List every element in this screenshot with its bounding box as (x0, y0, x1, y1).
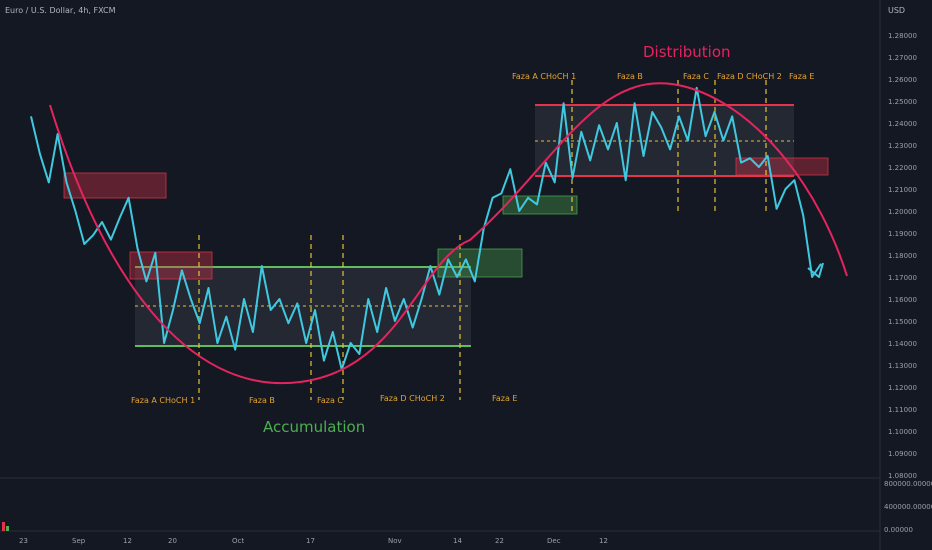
volume-tick-label: 0.00000 (884, 526, 913, 534)
price-tick-label: 1.18000 (888, 252, 917, 260)
price-tick-label: 1.24000 (888, 120, 917, 128)
phase-label: Faza A CHoCH 1 (512, 72, 576, 81)
time-tick-label: 22 (495, 537, 504, 545)
volume-bars (2, 522, 9, 531)
price-arrow-head (807, 262, 824, 278)
price-tick-label: 1.11000 (888, 406, 917, 414)
phase-label: Faza D CHoCH 2 (717, 72, 782, 81)
price-tick-label: 1.28000 (888, 32, 917, 40)
phase-label: Faza A CHoCH 1 (131, 396, 195, 405)
time-tick-label: 12 (599, 537, 608, 545)
price-tick-label: 1.15000 (888, 318, 917, 326)
phase-label: Faza D CHoCH 2 (380, 394, 445, 403)
currency-label: USD (888, 6, 905, 15)
volume-tick-label: 400000.00000 (884, 503, 932, 511)
time-axis[interactable]: 23 Sep 12 20 Oct 17 Nov 14 22 Dec 12 (19, 537, 608, 545)
time-tick-label: 14 (453, 537, 462, 545)
volume-scale: 800000.00000 400000.00000 0.00000 (884, 480, 932, 534)
price-tick-label: 1.13000 (888, 362, 917, 370)
price-tick-label: 1.09000 (888, 450, 917, 458)
price-tick-label: 1.08000 (888, 472, 917, 480)
time-tick-label: 17 (306, 537, 315, 545)
phase-label: Faza E (492, 394, 517, 403)
bottom-phase-labels: Faza A CHoCH 1 Faza B Faza C Faza D CHoC… (131, 394, 517, 405)
price-tick-label: 1.10000 (888, 428, 917, 436)
distribution-label: Distribution (643, 43, 731, 61)
supply-zone-3 (735, 157, 829, 176)
cycle-curve (49, 82, 848, 385)
phase-label: Faza C (683, 72, 709, 81)
phase-label: Faza C (317, 396, 343, 405)
price-tick-label: 1.21000 (888, 186, 917, 194)
time-tick-label: 23 (19, 537, 28, 545)
accumulation-label: Accumulation (263, 418, 365, 436)
price-tick-label: 1.22000 (888, 164, 917, 172)
time-tick-label: Dec (547, 537, 561, 545)
time-tick-label: 12 (123, 537, 132, 545)
price-tick-label: 1.20000 (888, 208, 917, 216)
phase-lines (198, 80, 767, 400)
phase-label: Faza E (789, 72, 814, 81)
price-tick-label: 1.27000 (888, 54, 917, 62)
price-tick-label: 1.12000 (888, 384, 917, 392)
time-tick-label: Sep (72, 537, 86, 545)
price-tick-label: 1.16000 (888, 296, 917, 304)
price-tick-label: 1.14000 (888, 340, 917, 348)
price-tick-label: 1.23000 (888, 142, 917, 150)
price-tick-label: 1.26000 (888, 76, 917, 84)
volume-bar (6, 526, 9, 531)
time-tick-label: Oct (232, 537, 244, 545)
volume-tick-label: 800000.00000 (884, 480, 932, 488)
price-tick-label: 1.19000 (888, 230, 917, 238)
volume-bar (2, 522, 5, 531)
time-tick-label: Nov (388, 537, 402, 545)
time-tick-label: 20 (168, 537, 177, 545)
symbol-title: Euro / U.S. Dollar, 4h, FXCM (5, 6, 116, 15)
price-tick-label: 1.17000 (888, 274, 917, 282)
price-tick-label: 1.25000 (888, 98, 917, 106)
supply-zone-1 (63, 172, 167, 199)
phase-label: Faza B (617, 72, 643, 81)
phase-label: Faza B (249, 396, 275, 405)
demand-zone-2 (502, 195, 578, 215)
top-phase-labels: Faza A CHoCH 1 Faza B Faza C Faza D CHoC… (512, 72, 814, 81)
price-scale[interactable]: 1.28000 1.27000 1.26000 1.25000 1.24000 1.230… (888, 32, 917, 480)
